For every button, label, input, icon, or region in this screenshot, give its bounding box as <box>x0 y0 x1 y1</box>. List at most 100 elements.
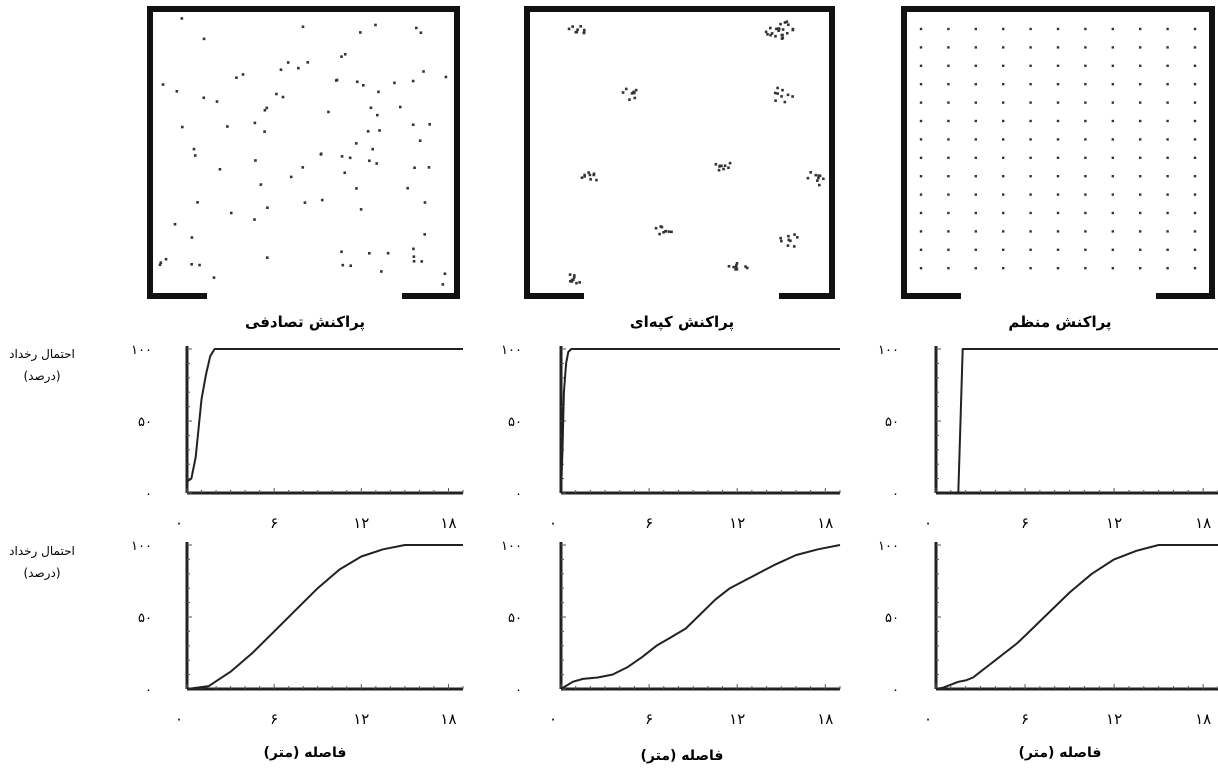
pattern-dot <box>822 177 825 181</box>
pattern-dot <box>570 278 574 282</box>
pattern-dot <box>1111 83 1114 86</box>
pattern-dot <box>1084 175 1087 178</box>
pattern-dot <box>919 175 923 178</box>
pattern-dot <box>422 70 425 73</box>
pattern-dot <box>1166 156 1169 159</box>
pattern-dot <box>1084 193 1087 196</box>
y-tick-label: ۰ <box>145 683 152 698</box>
pattern-dot <box>159 261 163 264</box>
pattern-dot <box>1139 193 1142 196</box>
pattern-dot <box>919 230 923 233</box>
pattern-dot <box>1111 248 1114 251</box>
pattern-dot <box>1056 175 1060 178</box>
pattern-dot <box>628 98 631 101</box>
pattern-dot <box>1056 211 1060 215</box>
pattern-dot <box>340 55 343 58</box>
pattern-dot <box>660 225 664 229</box>
x-tick-label: ۶ <box>645 514 653 532</box>
pattern-dot <box>254 159 257 162</box>
pattern-dot <box>1193 119 1197 123</box>
y-tick-label: ۵۰ <box>138 415 152 430</box>
pattern-dot <box>1193 193 1197 196</box>
pattern-dot <box>281 95 285 99</box>
pattern-dot <box>335 78 339 82</box>
pattern-dot <box>732 265 735 269</box>
x-tick-label: ۱۲ <box>353 514 369 532</box>
pattern-dot <box>580 176 584 180</box>
pattern-dot <box>1193 175 1197 178</box>
y-axis-label-row1: احتمال رخداد <box>9 347 75 362</box>
pattern-dot <box>374 23 377 27</box>
cdf-plot-regular-row2: ۰ ۵۰ ۱۰۰ ۰ ۶ ۱۲ ۱۸ <box>878 539 1218 728</box>
pattern-dot <box>1002 193 1005 196</box>
pattern-dot <box>571 25 574 28</box>
pattern-dot <box>263 108 267 112</box>
pattern-dot <box>1111 156 1114 159</box>
pattern-dot <box>621 91 625 94</box>
x-tick-label: ۰ <box>549 710 557 728</box>
pattern-dot <box>1002 101 1005 104</box>
pattern-dot <box>1029 138 1032 141</box>
y-axis-unit-row1: (درصد) <box>23 369 60 384</box>
y-tick-label: ۱۰۰ <box>501 539 522 554</box>
pattern-dot <box>306 61 310 64</box>
pattern-dot <box>634 88 638 92</box>
pattern-dot <box>378 129 381 132</box>
pattern-dot <box>806 176 810 180</box>
pattern-dot <box>583 28 586 32</box>
pattern-dot <box>592 172 596 176</box>
pattern-dot <box>588 173 592 177</box>
pattern-dot <box>1002 119 1005 123</box>
cdf-plot-clumped-row2: ۰ ۵۰ ۱۰۰ ۰ ۶ ۱۲ ۱۸ <box>501 539 841 728</box>
pattern-dot <box>1056 156 1060 159</box>
pattern-dot <box>574 30 578 34</box>
pattern-dot <box>193 154 197 157</box>
pattern-dot <box>658 232 661 236</box>
pattern-dot <box>947 267 950 270</box>
pattern-dot <box>196 201 199 204</box>
pattern-dot <box>670 230 673 234</box>
pattern-dot <box>919 211 923 215</box>
pattern-dot <box>218 167 222 171</box>
pattern-dot <box>1056 27 1060 31</box>
pattern-dot <box>1056 248 1060 251</box>
pattern-dot <box>279 68 283 72</box>
cdf-series-line <box>936 348 1218 494</box>
pattern-dot <box>1029 83 1032 86</box>
pattern-dot <box>809 171 812 174</box>
pattern-dot <box>735 267 739 271</box>
pattern-dot <box>340 155 344 158</box>
pattern-dot <box>1166 267 1169 270</box>
pattern-dot <box>1111 64 1114 67</box>
panel-title-random: پراکنش تصادفی <box>245 313 365 332</box>
pattern-dot <box>947 101 950 104</box>
x-tick-label: ۱۲ <box>729 710 745 728</box>
pattern-dot <box>1139 156 1142 159</box>
pattern-dot <box>1139 101 1142 104</box>
pattern-dot <box>412 247 415 251</box>
cdf-plot-clumped-row1: ۰ ۵۰ ۱۰۰ ۰ ۶ ۱۲ ۱۸ <box>501 343 841 532</box>
pattern-dot <box>1166 248 1169 251</box>
panel-title-clumped: پراکنش کپه‌ای <box>630 313 734 332</box>
pattern-dot <box>579 25 582 28</box>
pattern-dot <box>793 233 796 236</box>
pattern-dot <box>734 264 738 267</box>
pattern-dot <box>1193 101 1197 104</box>
pattern-dot <box>582 31 586 34</box>
pattern-dot <box>1029 156 1032 159</box>
pattern-dot <box>734 266 738 270</box>
pattern-dot <box>275 92 278 96</box>
pattern-dot <box>662 231 665 234</box>
pattern-dot <box>974 193 977 196</box>
pattern-dot <box>947 175 950 178</box>
pattern-dot <box>1002 46 1005 49</box>
pattern-dot <box>947 119 950 123</box>
pattern-dot <box>919 119 923 123</box>
pattern-dot <box>266 256 269 259</box>
pattern-dot <box>1193 211 1197 215</box>
pattern-dot <box>229 211 233 215</box>
pattern-dot <box>423 233 427 236</box>
pattern-dot <box>764 30 768 34</box>
y-tick-label: ۵۰ <box>885 415 899 430</box>
pattern-dot <box>786 244 790 247</box>
